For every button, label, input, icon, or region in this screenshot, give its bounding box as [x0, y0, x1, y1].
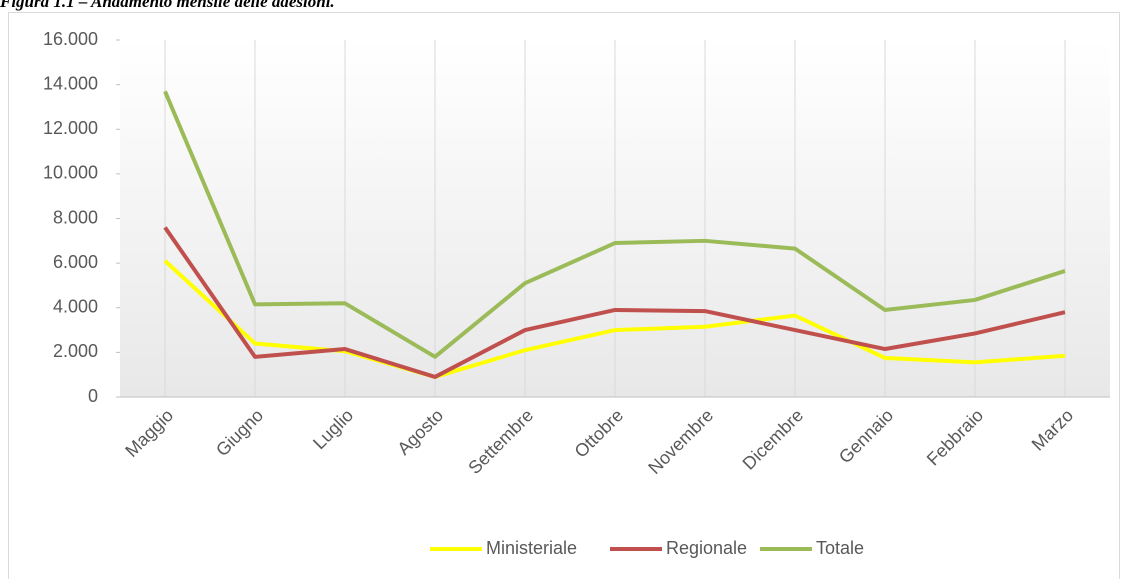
y-tick-label: 6.000	[53, 252, 98, 272]
y-tick-label: 4.000	[53, 297, 98, 317]
y-tick-label: 10.000	[43, 163, 98, 183]
series-line	[163, 259, 1066, 379]
chart-title: Figura 1.1 – Andamento mensile delle ade…	[0, 0, 335, 11]
y-tick-label: 0	[88, 386, 98, 406]
y-tick-label: 16.000	[43, 29, 98, 49]
series-line	[163, 226, 1066, 379]
legend-label: Regionale	[666, 538, 747, 558]
series-line	[163, 90, 1066, 359]
legend-label: Ministeriale	[486, 538, 577, 558]
legend-label: Totale	[816, 538, 864, 558]
y-tick-label: 2.000	[53, 341, 98, 361]
y-tick-label: 12.000	[43, 118, 98, 138]
y-tick-label: 14.000	[43, 73, 98, 93]
y-tick-label: 8.000	[53, 207, 98, 227]
